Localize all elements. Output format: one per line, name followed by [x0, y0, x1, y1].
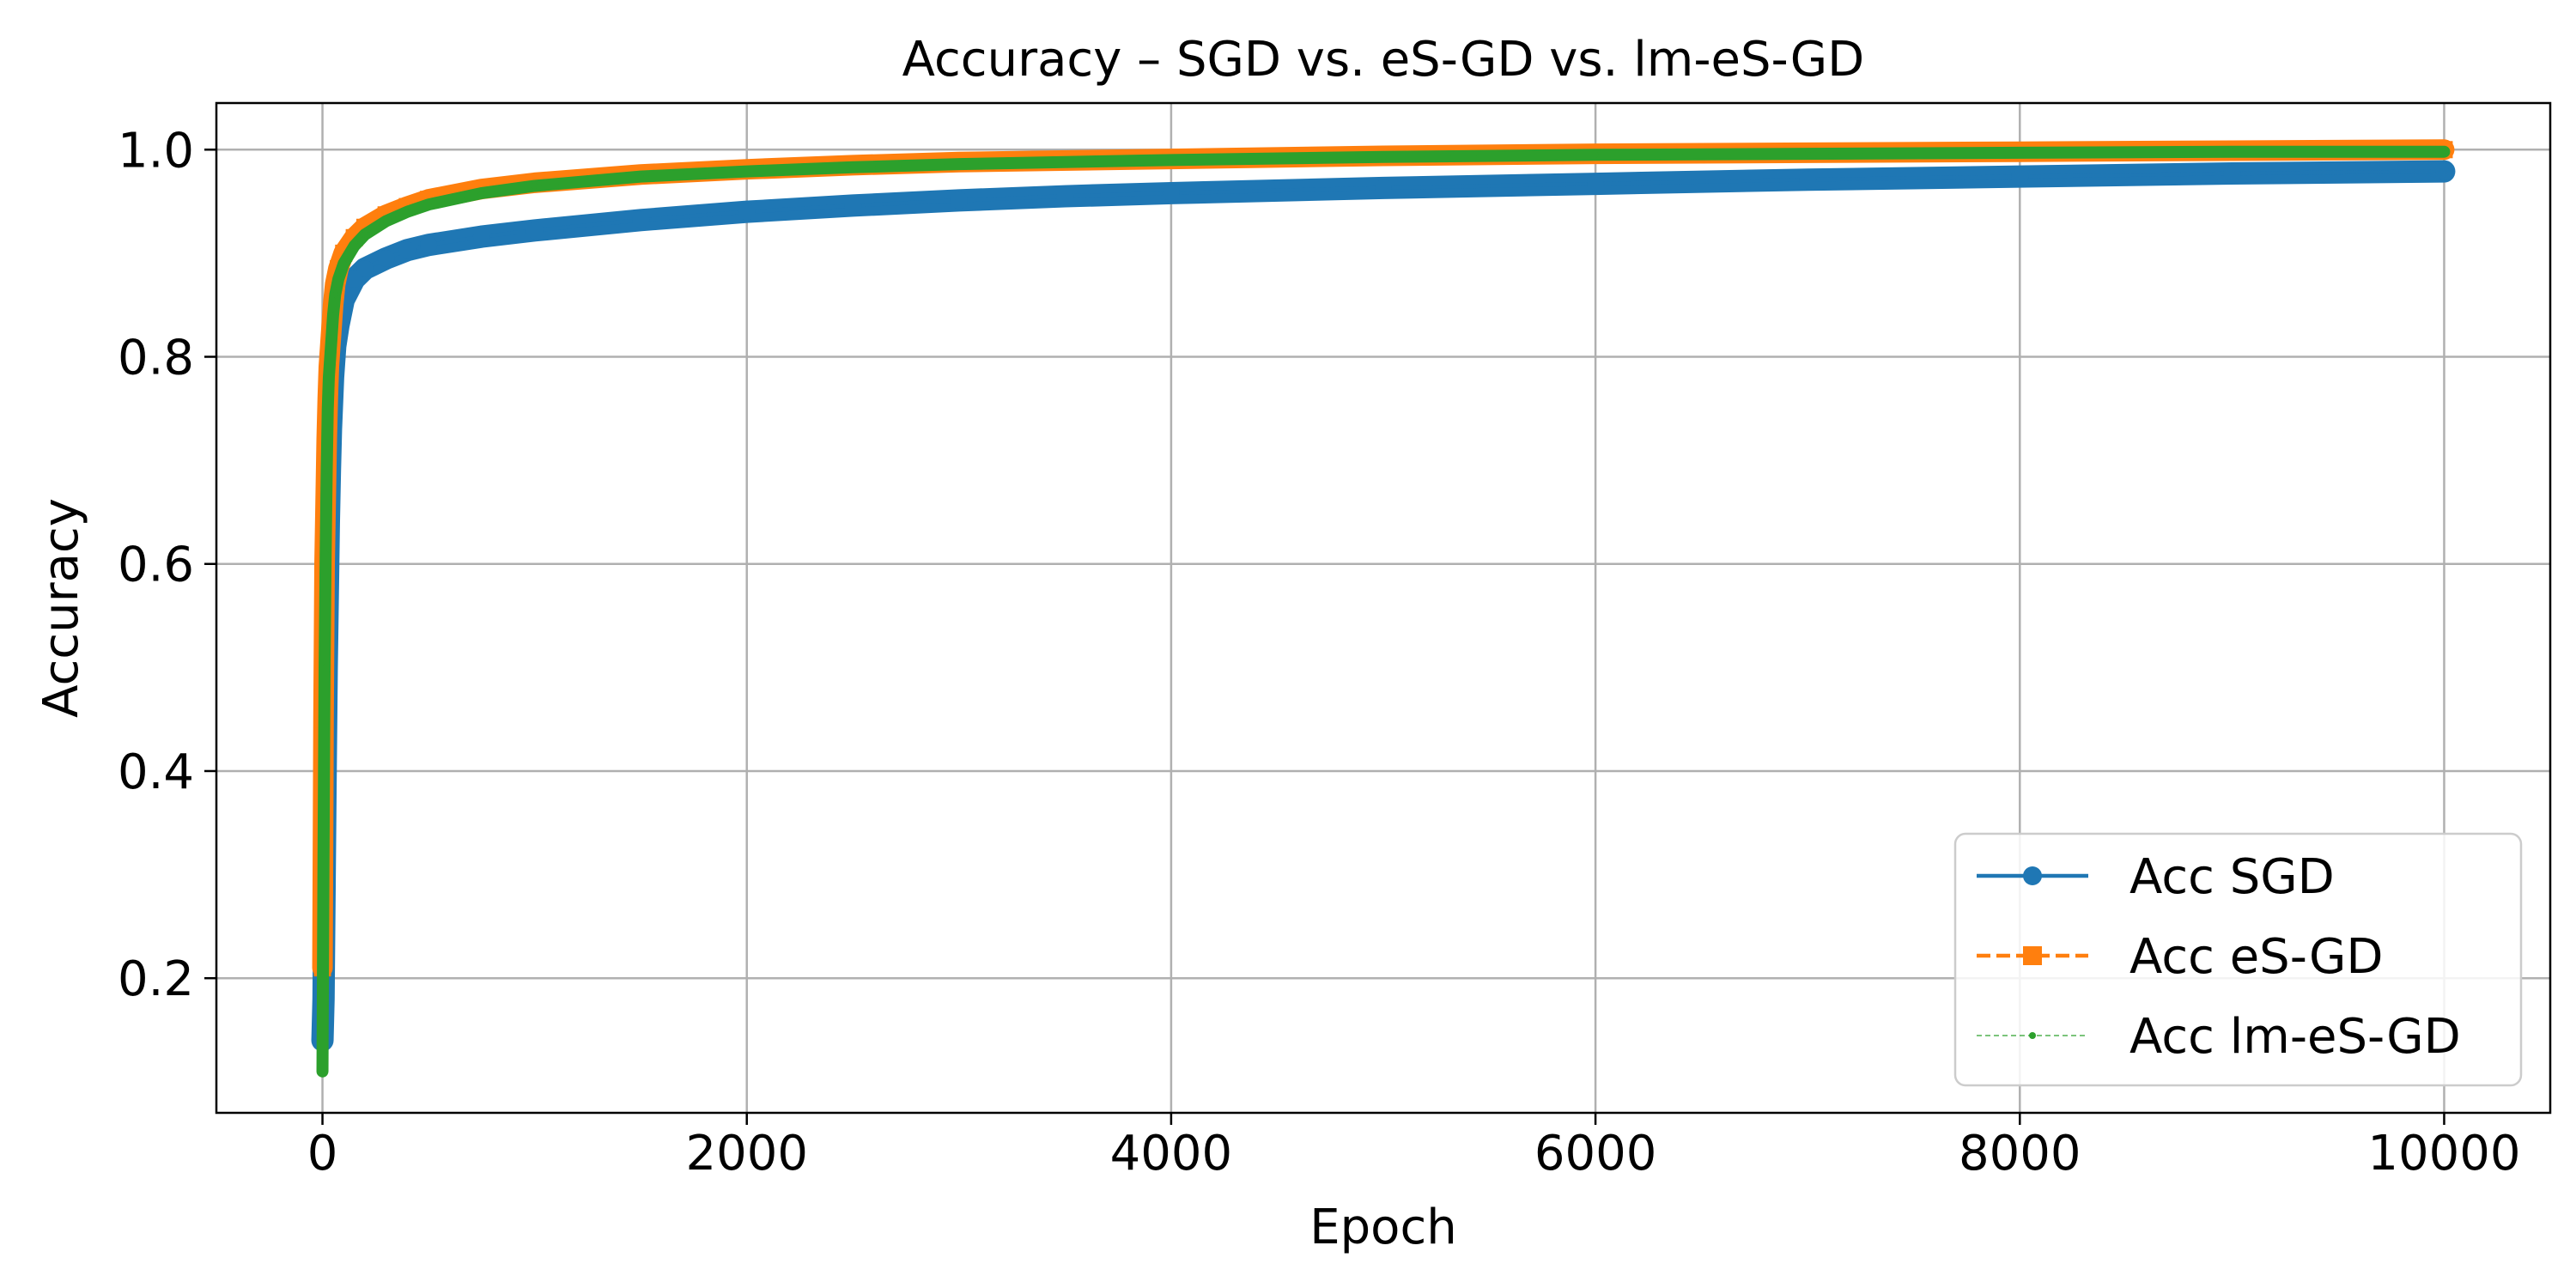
data-point	[377, 249, 395, 267]
data-point	[320, 850, 327, 857]
data-point	[1375, 179, 1392, 197]
data-point	[335, 276, 342, 283]
x-axis-label: Epoch	[1309, 1200, 1456, 1255]
data-point	[532, 182, 538, 189]
data-point	[398, 241, 416, 259]
data-point	[632, 211, 650, 229]
legend-entries: Acc SGD Acc eS-GD Acc lm-eS-GD	[1977, 849, 2461, 1065]
legend-label: Acc SGD	[2129, 849, 2335, 905]
data-point	[383, 218, 390, 225]
tick-layer: 0 2000 4000 6000 8000 10000 0.2 0.4 0.6 0.8 1.0	[118, 123, 2521, 1182]
y-tick-label: 0.8	[118, 331, 194, 386]
y-tick-label: 0.6	[118, 538, 194, 593]
series-line	[321, 151, 2445, 1072]
data-point	[2440, 149, 2447, 155]
data-point	[351, 242, 358, 249]
data-point	[1380, 154, 1387, 161]
data-point	[478, 190, 485, 197]
series-acc-lm-es-gd	[316, 145, 2451, 1078]
legend-box	[1953, 832, 2523, 1087]
data-point	[340, 260, 347, 267]
x-tick-label: 8000	[1959, 1126, 2081, 1182]
legend-label: Acc eS-GD	[2129, 929, 2383, 985]
x-tick-label: 2000	[685, 1126, 808, 1182]
data-point	[956, 161, 963, 167]
data-point	[738, 203, 756, 221]
data-point	[744, 168, 750, 175]
legend-marker	[2023, 866, 2042, 885]
data-point	[472, 228, 490, 246]
x-tick-label: 6000	[1534, 1126, 1657, 1182]
legend: Acc SGD Acc eS-GD Acc lm-eS-GD	[1953, 832, 2523, 1087]
data-point	[361, 231, 368, 238]
data-point	[2223, 165, 2241, 183]
x-tick-label: 10000	[2367, 1126, 2520, 1182]
data-point	[1587, 175, 1605, 193]
data-point	[325, 405, 331, 412]
data-point	[325, 374, 332, 381]
y-tick-label: 1.0	[118, 123, 194, 179]
data-point	[404, 209, 410, 216]
data-point	[355, 259, 374, 277]
data-point	[637, 173, 644, 180]
data-point	[420, 236, 438, 254]
data-point	[1592, 151, 1599, 158]
data-point	[526, 222, 544, 240]
data-point	[849, 164, 856, 171]
data-point	[950, 191, 968, 210]
data-point	[331, 291, 338, 298]
data-point	[1804, 150, 1811, 157]
legend-label: Acc lm-eS-GD	[2129, 1009, 2461, 1065]
data-point	[2011, 167, 2029, 185]
data-point	[1056, 187, 1074, 205]
data-point	[2435, 162, 2453, 180]
data-point	[425, 201, 432, 208]
data-point	[323, 467, 330, 474]
data-point	[327, 343, 334, 349]
legend-marker	[2029, 1032, 2036, 1039]
data-point	[319, 1068, 326, 1075]
x-tick-label: 0	[307, 1126, 338, 1182]
data-point	[322, 550, 329, 557]
legend-marker	[2023, 946, 2042, 965]
data-point	[1799, 171, 1817, 189]
y-axis-label: Accuracy	[33, 498, 89, 718]
data-point	[2228, 149, 2235, 155]
data-point	[345, 270, 363, 289]
chart-title: Accuracy – SGD vs. eS-GD vs. lm-eS-GD	[902, 32, 1865, 88]
data-point	[1162, 184, 1180, 202]
data-point	[1168, 156, 1175, 163]
plot-frame	[215, 101, 2552, 1115]
data-point	[330, 312, 337, 319]
x-tick-label: 4000	[1110, 1126, 1233, 1182]
series-layer	[311, 139, 2456, 1078]
y-tick-label: 0.2	[118, 951, 194, 1007]
data-point	[2016, 149, 2023, 156]
grid-layer	[216, 103, 2550, 1113]
data-point	[321, 664, 328, 671]
y-tick-label: 0.4	[118, 744, 194, 800]
data-point	[844, 197, 862, 215]
